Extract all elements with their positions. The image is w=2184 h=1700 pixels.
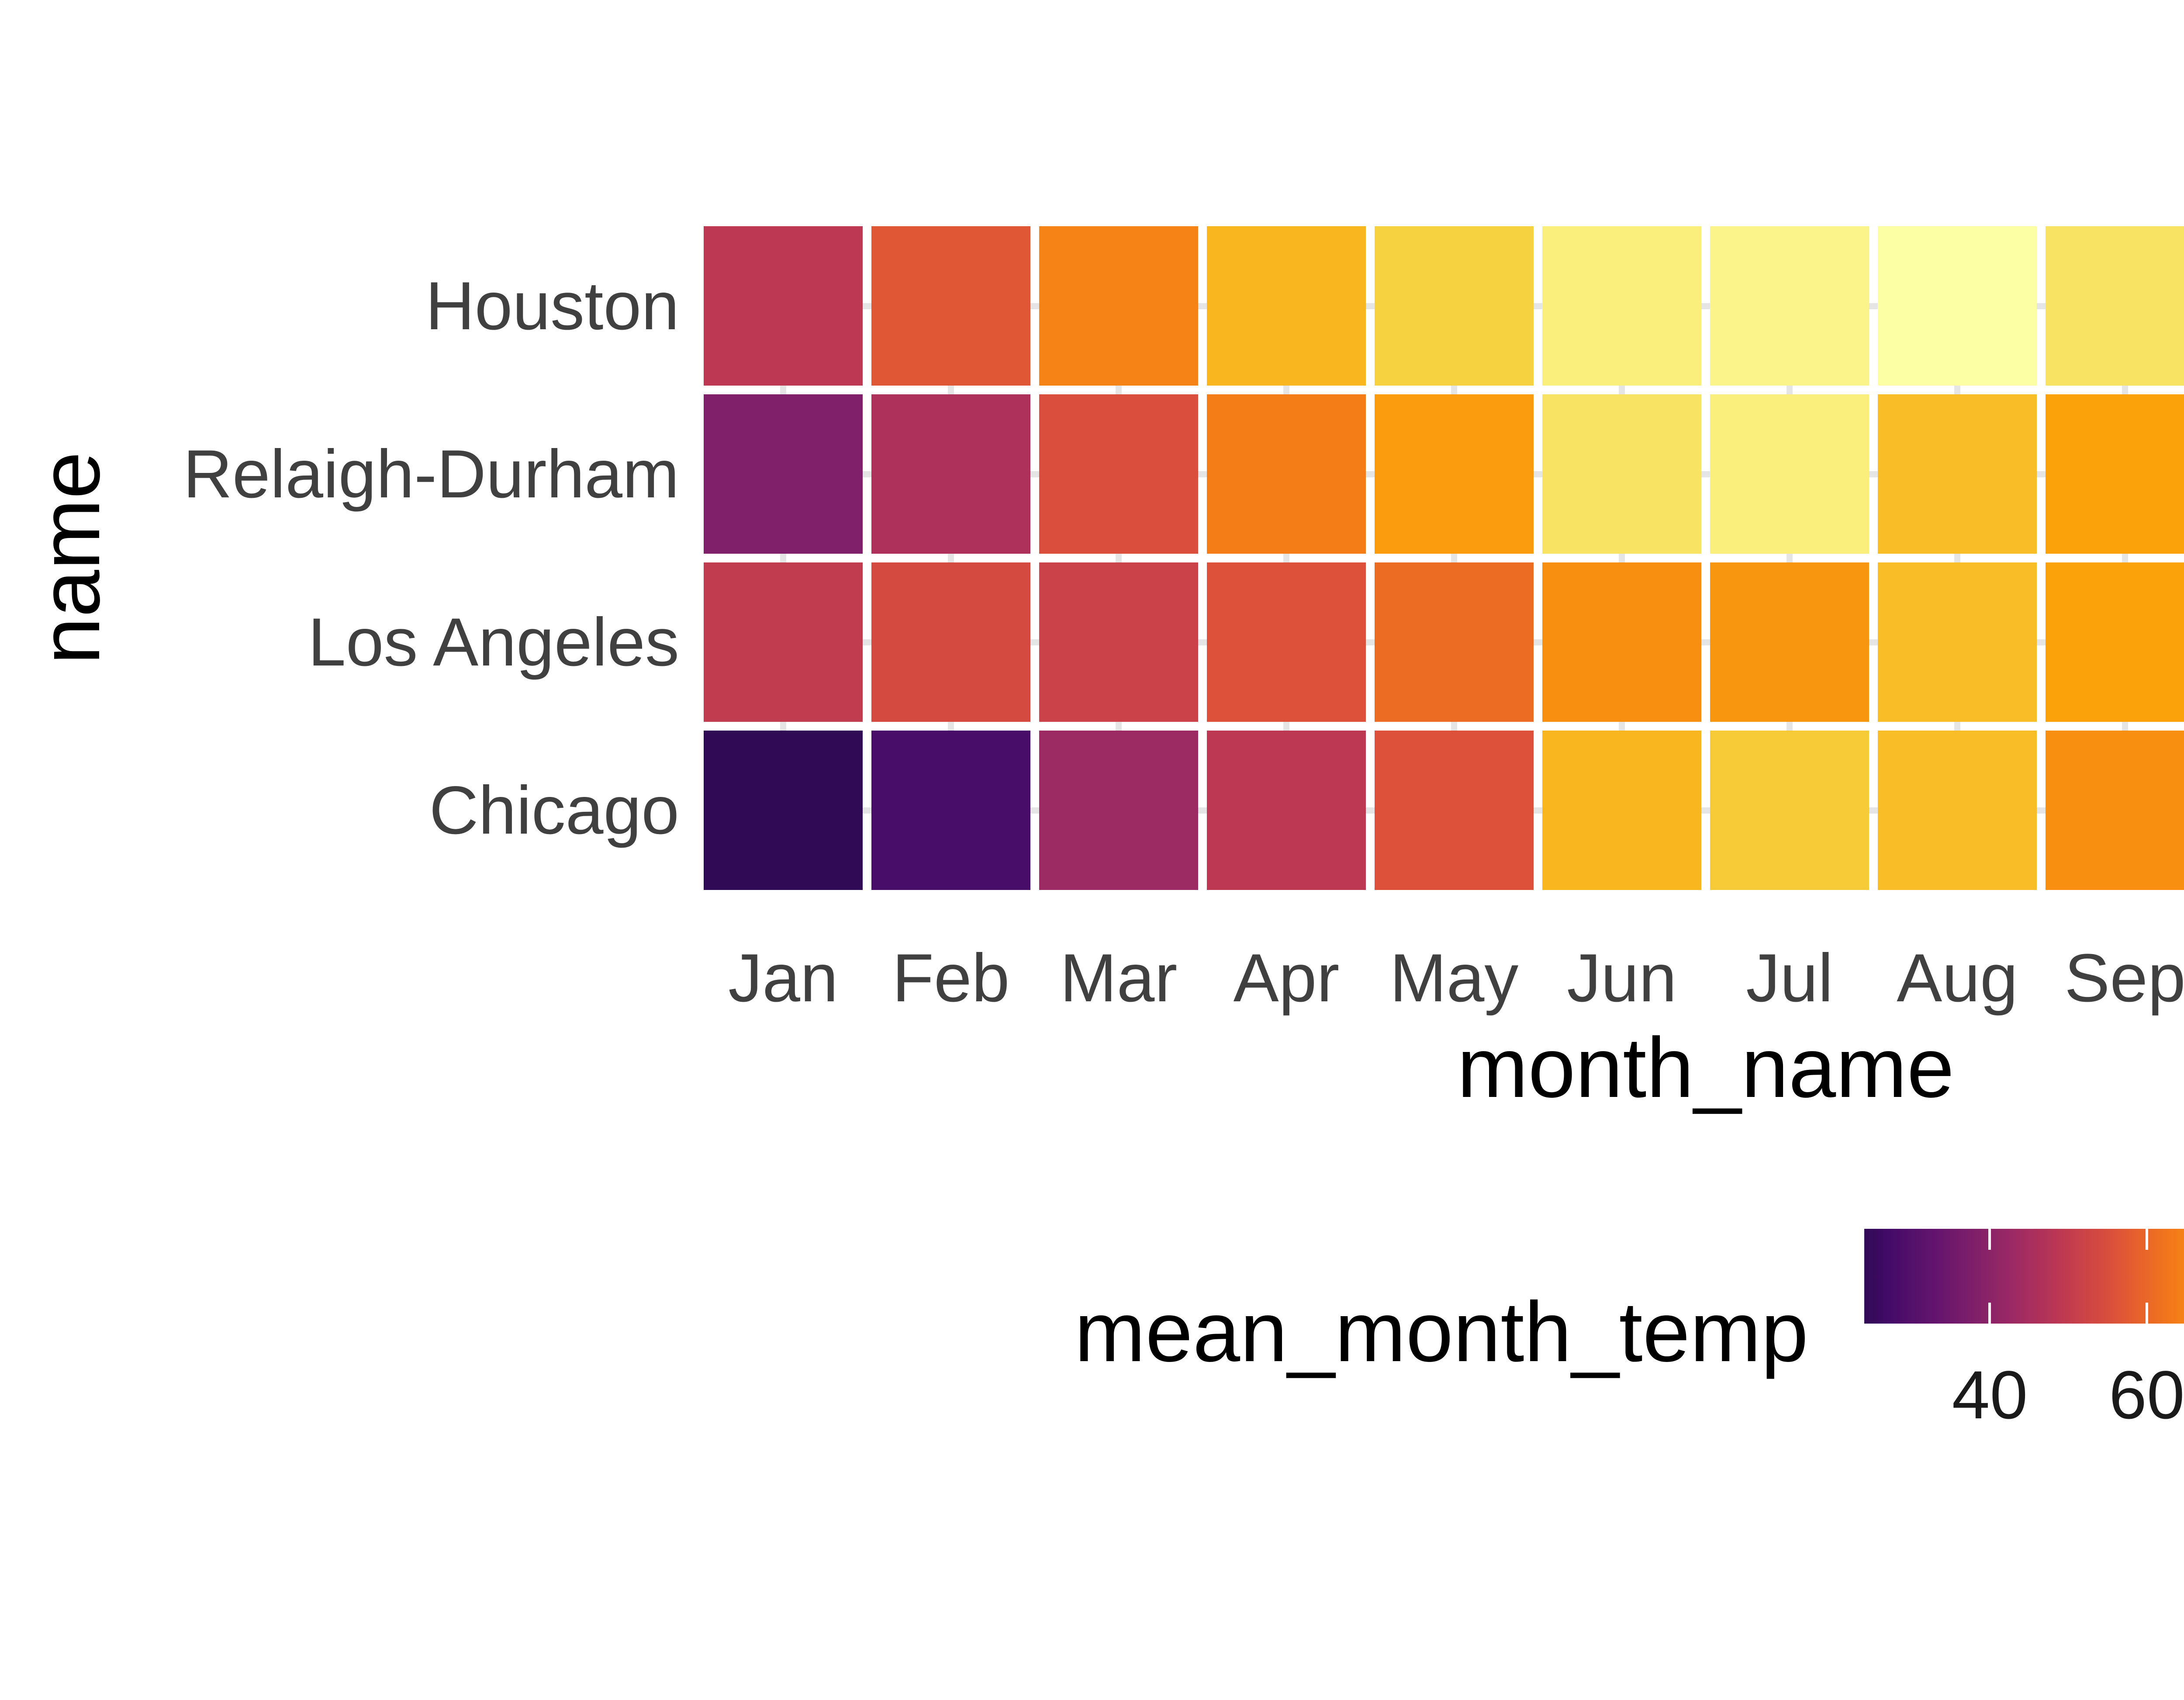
heatmap-tile [704, 731, 863, 890]
heatmap-tile [704, 562, 863, 722]
heatmap-tile [1710, 226, 1869, 386]
heatmap-tile [1039, 562, 1198, 722]
heatmap-tile [1878, 394, 2037, 554]
y-axis-label: Chicago [429, 772, 679, 848]
heatmap-tile [1375, 562, 1534, 722]
heatmap-tile [1710, 394, 1869, 554]
heatmap-tile [1878, 226, 2037, 386]
heatmap-tile [2046, 562, 2184, 722]
y-axis-label: Houston [425, 268, 679, 344]
x-axis-label: Jan [728, 940, 838, 1016]
panel-gridline-vertical [1116, 226, 1122, 890]
x-axis-label: Feb [892, 940, 1010, 1016]
heatmap-tile [2046, 226, 2184, 386]
heatmap-tile [2046, 731, 2184, 890]
heatmap-tile [1710, 562, 1869, 722]
panel-gridline-vertical [2122, 226, 2128, 890]
panel-gridline-vertical [1619, 226, 1625, 890]
x-axis-label: Mar [1060, 940, 1178, 1016]
heatmap-tile [1207, 731, 1366, 890]
y-axis-label: Los Angeles [308, 604, 679, 680]
heatmap-tile [1207, 562, 1366, 722]
heatmap-tile [1375, 226, 1534, 386]
y-axis-label: Relaigh-Durham [183, 436, 679, 512]
y-axis-title: name [22, 452, 117, 665]
panel-gridline-vertical [948, 226, 954, 890]
panel-gridline-vertical [1451, 226, 1457, 890]
heatmap-tile [1878, 562, 2037, 722]
heatmap-tile [871, 562, 1030, 722]
heatmap-tile [2046, 394, 2184, 554]
legend-title: mean_month_temp [1074, 1284, 1808, 1379]
x-axis-title: month_name [1457, 1020, 1955, 1115]
panel-gridline-vertical [1787, 226, 1793, 890]
x-axis-label: Sep [2064, 940, 2184, 1016]
x-axis-label: Jun [1567, 940, 1677, 1016]
panel-gridline-vertical [1283, 226, 1289, 890]
legend-tick-mark [1988, 1303, 1991, 1324]
x-axis-label: Aug [1897, 940, 2018, 1016]
x-axis-label: May [1389, 940, 1519, 1016]
panel-gridline-vertical [780, 226, 786, 890]
legend-tick-mark [2145, 1303, 2148, 1324]
heatmap-tile [1878, 731, 2037, 890]
heatmap-tile [704, 226, 863, 386]
heatmap-tile [871, 226, 1030, 386]
heatmap-tile [1207, 226, 1366, 386]
x-axis-label: Jul [1746, 940, 1833, 1016]
heatmap-tile [1542, 394, 1701, 554]
panel-gridline-vertical [1954, 226, 1960, 890]
heatmap-tile [1375, 394, 1534, 554]
legend-tick-mark [2145, 1229, 2148, 1250]
heatmap-tile [704, 394, 863, 554]
legend-tick-label: 60 [2109, 1357, 2184, 1433]
legend-tick-label: 40 [1952, 1357, 2028, 1433]
heatmap-tile [1207, 394, 1366, 554]
legend-tick-mark [1988, 1229, 1991, 1250]
legend-colorbar [1864, 1229, 2184, 1324]
heatmap-tile [871, 394, 1030, 554]
heatmap-tile [1542, 226, 1701, 386]
heatmap-tile [1710, 731, 1869, 890]
heatmap-tile [871, 731, 1030, 890]
heatmap-tile [1542, 731, 1701, 890]
heatmap-tile [1039, 731, 1198, 890]
heatmap-tile [1375, 731, 1534, 890]
x-axis-label: Apr [1233, 940, 1340, 1016]
heatmap-panel [704, 226, 2184, 890]
heatmap-tile [1039, 226, 1198, 386]
heatmap-tile [1542, 562, 1701, 722]
heatmap-tile [1039, 394, 1198, 554]
x-axis-label: Oct [2162, 944, 2184, 1012]
